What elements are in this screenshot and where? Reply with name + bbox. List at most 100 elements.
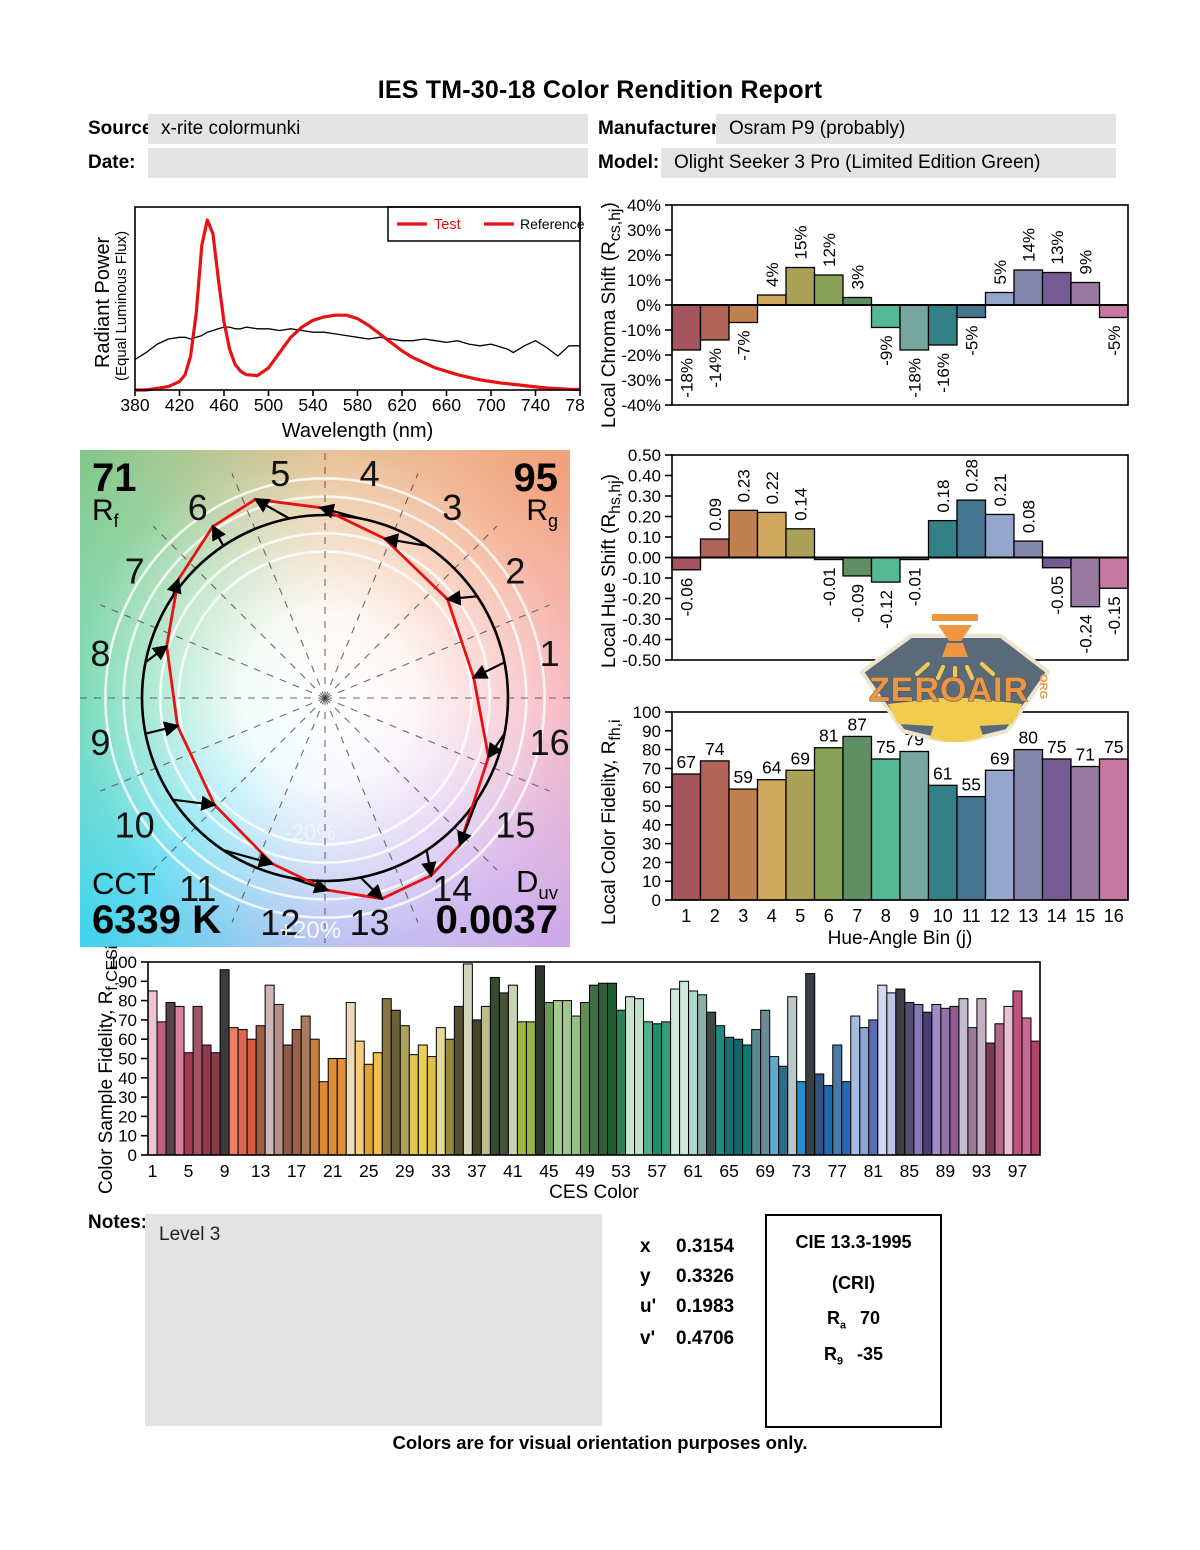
- zeroair-logo: ZEROAIR ORG: [856, 612, 1050, 742]
- svg-text:9%: 9%: [1076, 250, 1095, 275]
- rg-label: Rg: [526, 494, 558, 531]
- spd-ylabel-line2: (Equal Luminous Flux): [113, 230, 130, 381]
- local-color-fidelity-chart: 100 90 80 70 60 50 40 30 20 10 0 67 74 59 64 69 81 87 75 79…: [592, 698, 1152, 950]
- svg-text:0.22: 0.22: [763, 471, 782, 504]
- page-title: IES TM-30-18 Color Rendition Report: [377, 76, 823, 104]
- svg-text:-10%: -10%: [621, 321, 661, 340]
- cri-box: CIE 13.3-1995 (CRI) Ra 70 R9 -35: [765, 1214, 942, 1428]
- svg-text:-18%: -18%: [677, 358, 696, 398]
- svg-text:-20%: -20%: [284, 820, 335, 845]
- ces-fidelity-chart: 100 90 80 70 60 50 40 30 20 10 0 1 5 9 13 17 21 25 29 33 37 4…: [85, 948, 1045, 1204]
- svg-text:49: 49: [575, 1161, 594, 1181]
- notes-content: Level 3: [159, 1224, 221, 1245]
- svg-text:11: 11: [962, 906, 981, 926]
- svg-text:4%: 4%: [763, 262, 782, 287]
- svg-text:0.20: 0.20: [628, 508, 661, 527]
- cct-value: 6339 K: [92, 898, 221, 942]
- svg-text:-0.09: -0.09: [848, 584, 867, 623]
- svg-text:30: 30: [642, 835, 661, 854]
- svg-text:75: 75: [1104, 737, 1123, 757]
- cri-r9-value: -35: [857, 1343, 884, 1364]
- svg-text:-18%: -18%: [905, 358, 924, 398]
- svg-text:81: 81: [819, 726, 838, 746]
- svg-text:0.50: 0.50: [628, 446, 661, 465]
- svg-text:21: 21: [323, 1161, 342, 1181]
- local-hue-shift-chart: 0.50 0.40 0.30 0.20 0.10 0.00 -0.10 -0.20 -0.30-…: [592, 443, 1152, 669]
- svg-text:69: 69: [990, 748, 1009, 768]
- chromaticity-x-value: 0.3154: [676, 1236, 735, 1257]
- svg-text:41: 41: [503, 1161, 522, 1181]
- svg-text:0: 0: [128, 1146, 137, 1165]
- svg-text:-0.01: -0.01: [905, 568, 924, 607]
- svg-text:3%: 3%: [848, 265, 867, 290]
- svg-text:540: 540: [298, 395, 327, 415]
- svg-text:14: 14: [432, 868, 472, 909]
- svg-text:-0.40: -0.40: [622, 631, 661, 650]
- svg-text:3: 3: [442, 487, 462, 528]
- svg-text:40: 40: [118, 1069, 137, 1088]
- manufacturer-value: Osram P9 (probably): [729, 118, 906, 139]
- svg-text:50: 50: [118, 1050, 137, 1069]
- svg-text:50: 50: [642, 797, 661, 816]
- svg-text:1: 1: [540, 633, 560, 674]
- svg-text:93: 93: [972, 1161, 991, 1181]
- svg-text:4: 4: [360, 453, 380, 494]
- svg-text:89: 89: [936, 1161, 955, 1181]
- duv-label: Duv: [515, 864, 558, 904]
- svg-text:660: 660: [432, 395, 461, 415]
- svg-text:11: 11: [179, 868, 216, 909]
- svg-text:8: 8: [881, 906, 891, 926]
- svg-text:69: 69: [755, 1161, 774, 1181]
- svg-text:12%: 12%: [820, 233, 839, 267]
- badge-road-beams: [888, 698, 1022, 742]
- svg-text:-14%: -14%: [706, 348, 725, 388]
- svg-text:5: 5: [795, 906, 805, 926]
- svg-text:5: 5: [270, 453, 290, 494]
- svg-text:0%: 0%: [636, 296, 661, 315]
- flashlight-icon: [915, 614, 995, 681]
- svg-text:80: 80: [1019, 728, 1039, 748]
- svg-text:30: 30: [118, 1088, 137, 1107]
- svg-text:85: 85: [900, 1161, 919, 1181]
- chroma-ylabel: Local Chroma Shift (Rcs,hj): [599, 202, 624, 428]
- chromaticity-v-label: v': [640, 1328, 656, 1349]
- model-label: Model:: [598, 152, 660, 173]
- notes-label: Notes:: [88, 1212, 148, 1233]
- svg-text:15: 15: [1075, 906, 1095, 926]
- svg-text:0.28: 0.28: [962, 459, 981, 492]
- svg-text:25: 25: [359, 1161, 378, 1181]
- svg-text:780: 780: [565, 395, 585, 415]
- svg-text:53: 53: [611, 1161, 630, 1181]
- svg-text:87: 87: [848, 714, 867, 734]
- chromaticity-y-value: 0.3326: [676, 1266, 735, 1287]
- svg-text:740: 740: [521, 395, 550, 415]
- chromaticity-u-value: 0.1983: [676, 1296, 735, 1317]
- svg-text:6: 6: [824, 906, 834, 926]
- svg-text:17: 17: [287, 1161, 306, 1181]
- svg-text:4: 4: [767, 906, 777, 926]
- svg-text:10: 10: [118, 1127, 137, 1146]
- svg-text:40: 40: [642, 816, 661, 835]
- footer-disclaimer: Colors are for visual orientation purpos…: [392, 1432, 808, 1453]
- model-value: Olight Seeker 3 Pro (Limited Edition Gre…: [674, 152, 1041, 173]
- chromaticity-u-label: u': [640, 1296, 657, 1317]
- svg-text:Hue-Angle Bin (j): Hue-Angle Bin (j): [828, 928, 973, 949]
- svg-text:100: 100: [633, 703, 661, 722]
- svg-text:5: 5: [184, 1161, 194, 1181]
- source-value: x-rite colormunki: [161, 118, 301, 139]
- svg-text:-16%: -16%: [934, 353, 953, 393]
- svg-text:7: 7: [852, 906, 862, 926]
- cri-standard: CIE 13.3-1995: [795, 1232, 912, 1252]
- svg-text:20: 20: [642, 853, 661, 872]
- svg-text:0.21: 0.21: [991, 473, 1010, 506]
- svg-text:5%: 5%: [991, 260, 1010, 285]
- svg-text:10%: 10%: [627, 271, 661, 290]
- svg-text:0.09: 0.09: [706, 498, 725, 531]
- fidelity-ylabel: Local Color Fidelity, Rfh,i: [599, 719, 624, 925]
- svg-text:10: 10: [642, 872, 661, 891]
- color-vector-graphic: 1 2 3 4 5 6 7 8 9 10 11 12 13 14 15 16 -20% +20% 71 Rf 95…: [80, 450, 570, 947]
- svg-text:30%: 30%: [627, 221, 661, 240]
- svg-text:16: 16: [1104, 906, 1124, 926]
- svg-text:67: 67: [677, 752, 696, 772]
- svg-text:71: 71: [1076, 745, 1095, 765]
